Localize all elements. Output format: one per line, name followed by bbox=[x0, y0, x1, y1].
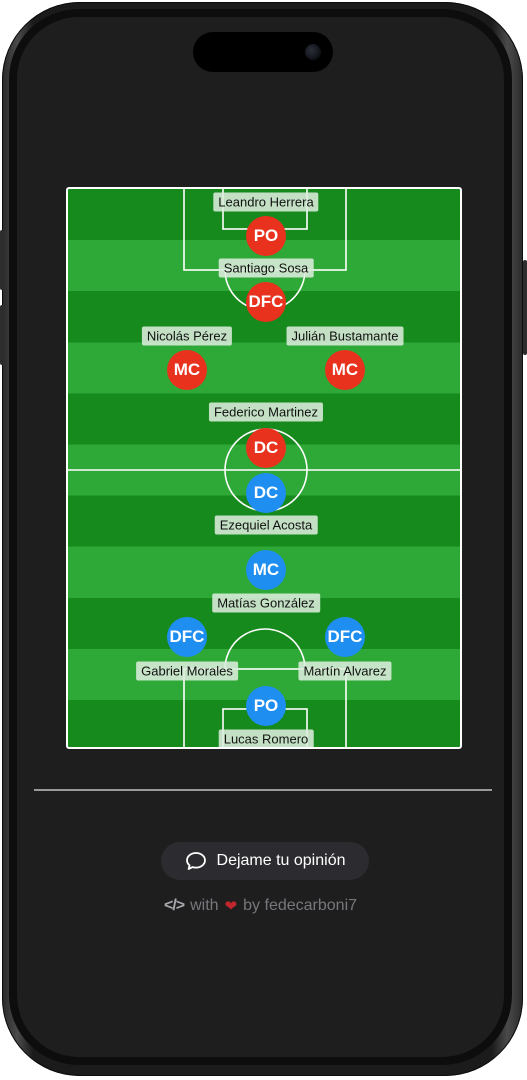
player-name: Julián Bustamante bbox=[286, 326, 404, 346]
position-badge[interactable]: DFC bbox=[246, 282, 286, 322]
player-name: Federico Martinez bbox=[208, 402, 324, 422]
football-pitch: Leandro Herrera PO Santiago Sosa DFC Nic… bbox=[66, 187, 462, 749]
position-badge[interactable]: DC bbox=[246, 428, 286, 468]
position-badge[interactable]: PO bbox=[246, 216, 286, 256]
position-badge[interactable]: MC bbox=[246, 550, 286, 590]
bottom-penalty-box bbox=[183, 668, 347, 747]
bottom-penalty-arc bbox=[224, 628, 306, 670]
position-badge[interactable]: MC bbox=[167, 350, 207, 390]
code-icon: </> bbox=[163, 897, 185, 914]
player-name: Matías González bbox=[212, 593, 320, 613]
player-name: Ezequiel Acosta bbox=[214, 515, 318, 535]
player-name: Nicolás Pérez bbox=[141, 326, 233, 346]
volume-down-button bbox=[0, 305, 4, 365]
credit-with-text: with bbox=[190, 897, 219, 914]
dynamic-island bbox=[193, 32, 333, 72]
credit-author-link[interactable]: by fedecarboni7 bbox=[243, 897, 358, 914]
power-button bbox=[523, 260, 527, 355]
position-badge[interactable]: MC bbox=[325, 350, 365, 390]
player-name: Lucas Romero bbox=[218, 729, 314, 747]
screen: Leandro Herrera PO Santiago Sosa DFC Nic… bbox=[17, 17, 504, 1057]
position-badge[interactable]: DFC bbox=[325, 617, 365, 657]
heart-icon: ❤ bbox=[224, 898, 238, 915]
camera-icon bbox=[305, 44, 321, 60]
player-name: Martín Alvarez bbox=[298, 661, 392, 681]
feedback-button-label: Dejame tu opinión bbox=[216, 852, 346, 869]
player-name: Gabriel Morales bbox=[136, 661, 238, 681]
volume-up-button bbox=[0, 230, 4, 290]
position-badge[interactable]: PO bbox=[246, 686, 286, 726]
player-name: Leandro Herrera bbox=[213, 192, 319, 212]
player-name: Santiago Sosa bbox=[218, 258, 314, 278]
position-badge[interactable]: DC bbox=[246, 473, 286, 513]
chat-bubble-icon bbox=[185, 852, 206, 870]
feedback-button[interactable]: Dejame tu opinión bbox=[161, 842, 369, 880]
section-divider bbox=[34, 789, 492, 791]
position-badge[interactable]: DFC bbox=[167, 617, 207, 657]
footer-credit: </> with ❤ by fedecarboni7 bbox=[17, 897, 504, 915]
